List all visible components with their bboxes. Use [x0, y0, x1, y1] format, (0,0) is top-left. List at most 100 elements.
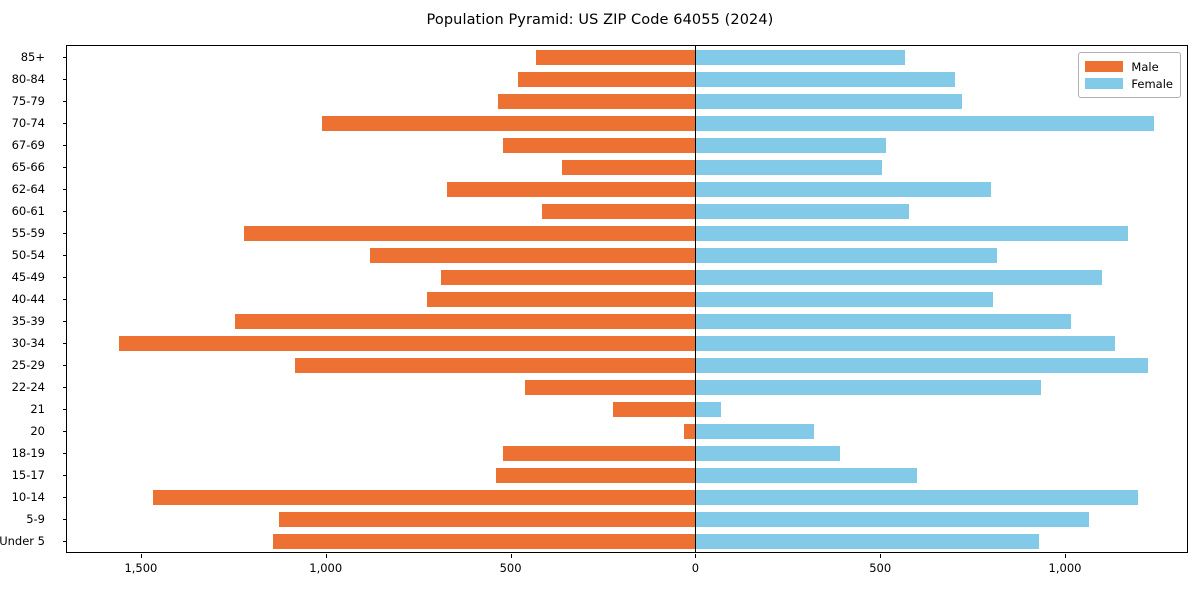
y-tick-mark — [63, 343, 67, 344]
bar-female-22-24 — [695, 379, 1041, 395]
x-axis-label-1: 1,000 — [309, 561, 343, 575]
bar-female-60-61 — [695, 203, 910, 219]
bar-female-40-44 — [695, 291, 993, 307]
bar-male-5-9 — [278, 511, 696, 527]
y-axis-label-60-61: 60-61 — [11, 204, 45, 218]
bar-female-65-66 — [695, 159, 883, 175]
y-tick-mark — [63, 167, 67, 168]
bar-male-10-14 — [153, 489, 696, 505]
y-tick-mark — [63, 497, 67, 498]
plot-inner — [67, 46, 1187, 552]
y-axis-label-75-79: 75-79 — [11, 94, 45, 108]
y-tick-mark — [63, 233, 67, 234]
y-tick-mark — [63, 123, 67, 124]
bar-male-30-34 — [119, 335, 696, 351]
bar-male-60-61 — [541, 203, 696, 219]
bar-female-80-84 — [695, 71, 956, 87]
x-tick-mark — [325, 554, 327, 558]
bar-male-70-74 — [322, 115, 696, 131]
y-axis-label-62-64: 62-64 — [11, 182, 45, 196]
bar-male-18-19 — [503, 445, 696, 461]
bar-male-15-17 — [495, 467, 696, 483]
bar-female-15-17 — [695, 467, 918, 483]
x-axis-label-5: 1,000 — [1048, 561, 1082, 575]
y-axis-label-80-84: 80-84 — [11, 72, 45, 86]
y-axis-label-65-66: 65-66 — [11, 160, 45, 174]
bar-male-85- — [536, 49, 696, 65]
bar-male-55-59 — [244, 225, 696, 241]
bar-female-55-59 — [695, 225, 1128, 241]
bar-female-30-34 — [695, 335, 1115, 351]
y-tick-mark — [63, 145, 67, 146]
chart-legend: Male Female — [1078, 52, 1181, 98]
y-axis-label-67-69: 67-69 — [11, 138, 45, 152]
bar-female-5-9 — [695, 511, 1090, 527]
y-axis-label-under-5: Under 5 — [0, 534, 45, 548]
y-tick-mark — [63, 387, 67, 388]
bar-male-75-79 — [497, 93, 696, 109]
bar-female-62-64 — [695, 181, 992, 197]
y-tick-mark — [63, 431, 67, 432]
x-tick-mark — [880, 554, 882, 558]
y-axis-label-85-: 85+ — [20, 50, 45, 64]
y-tick-mark — [63, 409, 67, 410]
bar-male-35-39 — [235, 313, 696, 329]
bar-female-10-14 — [695, 489, 1139, 505]
y-tick-mark — [63, 321, 67, 322]
bar-male-65-66 — [562, 159, 696, 175]
bar-female-45-49 — [695, 269, 1102, 285]
zero-axis-line — [695, 46, 697, 552]
x-axis-label-0: 1,500 — [124, 561, 158, 575]
y-axis-label-15-17: 15-17 — [11, 468, 45, 482]
bar-female-25-29 — [695, 357, 1149, 373]
x-tick-mark — [140, 554, 142, 558]
legend-item-female[interactable]: Female — [1085, 75, 1173, 92]
y-tick-mark — [63, 541, 67, 542]
y-axis-label-35-39: 35-39 — [11, 314, 45, 328]
chart-title: Population Pyramid: US ZIP Code 64055 (2… — [426, 12, 774, 28]
bar-male-50-54 — [370, 247, 696, 263]
bar-male-40-44 — [427, 291, 696, 307]
y-axis-label-22-24: 22-24 — [11, 380, 45, 394]
bar-female-18-19 — [695, 445, 840, 461]
legend-label-female: Female — [1131, 76, 1173, 91]
bar-male-45-49 — [441, 269, 696, 285]
x-axis-label-3: 0 — [691, 561, 700, 575]
y-tick-mark — [63, 189, 67, 190]
bar-female-75-79 — [695, 93, 962, 109]
y-tick-mark — [63, 255, 67, 256]
y-tick-mark — [63, 79, 67, 80]
bar-female-under-5 — [695, 533, 1039, 549]
x-tick-mark — [510, 554, 512, 558]
y-tick-mark — [63, 299, 67, 300]
y-axis-label-21: 21 — [30, 402, 45, 416]
plot-area: Under 5 5-9 10-14 15-17 18-19 20 21 22-24 25-29 3… — [0, 45, 1188, 575]
y-axis-label-40-44: 40-44 — [11, 292, 45, 306]
bar-female-50-54 — [695, 247, 997, 263]
legend-swatch-male — [1085, 61, 1124, 72]
x-axis-label-2: 500 — [499, 561, 522, 575]
x-tick-mark — [695, 554, 697, 558]
y-axis-label-25-29: 25-29 — [11, 358, 45, 372]
legend-item-male[interactable]: Male — [1085, 58, 1173, 75]
y-tick-mark — [63, 365, 67, 366]
bar-male-62-64 — [446, 181, 696, 197]
y-tick-mark — [63, 277, 67, 278]
y-tick-mark — [63, 211, 67, 212]
y-tick-mark — [63, 57, 67, 58]
bar-male-21 — [612, 401, 696, 417]
bar-male-20 — [684, 423, 696, 439]
y-tick-mark — [63, 453, 67, 454]
bar-male-22-24 — [525, 379, 696, 395]
y-axis-label-10-14: 10-14 — [11, 490, 45, 504]
x-tick-mark — [1065, 554, 1067, 558]
y-axis-label-5-9: 5-9 — [26, 512, 45, 526]
bar-female-35-39 — [695, 313, 1071, 329]
bar-male-67-69 — [503, 137, 696, 153]
y-axis-label-50-54: 50-54 — [11, 248, 45, 262]
y-tick-mark — [63, 101, 67, 102]
y-axis-label-20: 20 — [30, 424, 45, 438]
y-tick-mark — [63, 519, 67, 520]
legend-label-male: Male — [1131, 59, 1159, 74]
